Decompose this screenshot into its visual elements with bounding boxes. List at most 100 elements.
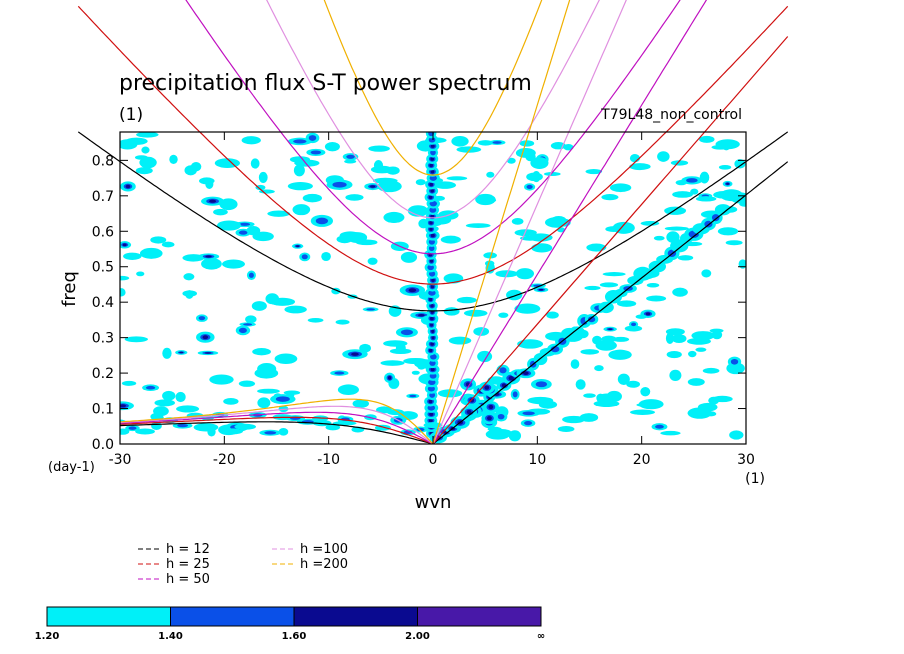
contour-blob [524, 421, 533, 426]
contour-blob [726, 182, 730, 185]
contour-blob [122, 243, 127, 247]
contour-blob [308, 135, 317, 141]
contour-blob [593, 400, 620, 408]
contour-blob [508, 375, 514, 381]
contour-blob [234, 423, 256, 430]
contour-blob [193, 423, 219, 432]
contour-blob [427, 385, 435, 392]
contour-blob [440, 235, 461, 244]
contour-blob [488, 404, 494, 410]
contour-blob [283, 390, 301, 395]
kelvin-curve-h50 [432, 0, 708, 445]
contour-blob [120, 288, 126, 297]
contour-blob [526, 172, 543, 182]
y-tick-label: 0.8 [92, 153, 114, 169]
contour-blob [123, 252, 142, 260]
contour-blob [433, 181, 457, 189]
contour-blob [717, 227, 739, 236]
contour-blob [408, 288, 417, 293]
contour-blob [251, 301, 267, 311]
contour-blob [429, 200, 437, 207]
contour-blob [451, 135, 469, 147]
contour-blob [125, 184, 131, 189]
contour-blob [238, 230, 248, 235]
contour-blob [645, 312, 651, 316]
contour-blob [325, 424, 341, 431]
contour-blob [711, 330, 723, 340]
contour-blob [139, 247, 163, 259]
contour-blob [596, 393, 605, 403]
y-tick-label: 0.0 [92, 437, 114, 453]
rossby-curve-h25 [120, 416, 434, 444]
contour-blob [485, 428, 511, 440]
contour-blob [550, 346, 560, 353]
rossby-curve-h50 [120, 411, 434, 444]
contour-blob [204, 352, 212, 354]
contour-blob [431, 329, 435, 334]
contour-blob [608, 349, 632, 360]
contour-blob [284, 305, 307, 314]
contour-blob [430, 367, 435, 372]
dispersion-curves [77, 0, 789, 445]
contour-blob [429, 316, 434, 321]
contour-blob [411, 370, 420, 375]
x-tick-label: 30 [737, 452, 755, 468]
x-tick-label: -10 [317, 452, 340, 468]
contour-blob [638, 399, 664, 410]
contour-blob [515, 268, 535, 280]
contour-blob [302, 193, 322, 203]
contour-blob [134, 155, 148, 160]
contour-blob [699, 135, 715, 143]
y-tick-label: 0.5 [92, 260, 114, 276]
contour-blob [701, 269, 712, 278]
contour-blob [431, 335, 435, 340]
contour-blob [238, 327, 247, 334]
contour-blob [428, 379, 436, 386]
contour-blob [508, 430, 522, 442]
contour-blob [136, 132, 159, 138]
contour-blob [705, 411, 717, 417]
colorbar-swatch [46, 606, 171, 627]
contour-blob [183, 273, 195, 281]
contour-blob [400, 251, 418, 263]
contour-blob [400, 329, 413, 336]
rossby-curve-h12 [120, 421, 434, 444]
contour-blob [199, 177, 215, 185]
contour-blob [223, 397, 239, 405]
contour-blob [477, 140, 494, 146]
contour-blob [274, 353, 298, 365]
colorbar-label: ∞ [537, 631, 545, 642]
contour-blob [601, 194, 619, 201]
ig-curve-h100 [266, 0, 600, 219]
y-tick-label: 0.6 [92, 224, 114, 240]
contour-blob [185, 290, 194, 299]
chart-subtitle-left: (1) [119, 105, 143, 125]
contour-blob [428, 239, 435, 245]
contour-blob [209, 374, 234, 385]
contour-blob [595, 340, 617, 351]
contour-blob [608, 328, 613, 330]
contour-blob [686, 178, 698, 183]
contour-blob [664, 226, 689, 231]
ig-curve-h50 [185, 0, 681, 255]
contour-blob [368, 145, 390, 152]
contour-blob [430, 169, 435, 174]
contour-blob [257, 363, 277, 375]
contour-blob [730, 358, 739, 365]
contour-blob [430, 354, 437, 360]
contour-blob [380, 360, 405, 366]
contour-blob [184, 165, 197, 176]
contour-blob [675, 179, 688, 186]
kelvin-curve-h100 [432, 0, 627, 445]
colorbar: 1.20 1.40 1.60 2.00 ∞ [35, 606, 545, 642]
y-tick-label: 0.7 [92, 189, 114, 205]
contour-blob [135, 428, 155, 435]
contour-blob [523, 371, 529, 375]
contour-blob [546, 311, 559, 319]
legend-label: h =100 [300, 542, 348, 557]
x-axis-unit: (1) [745, 471, 765, 487]
contour-blob [677, 255, 694, 261]
x-tick-label: -20 [213, 452, 236, 468]
contour-blob [175, 391, 186, 403]
contour-blob [418, 313, 425, 317]
